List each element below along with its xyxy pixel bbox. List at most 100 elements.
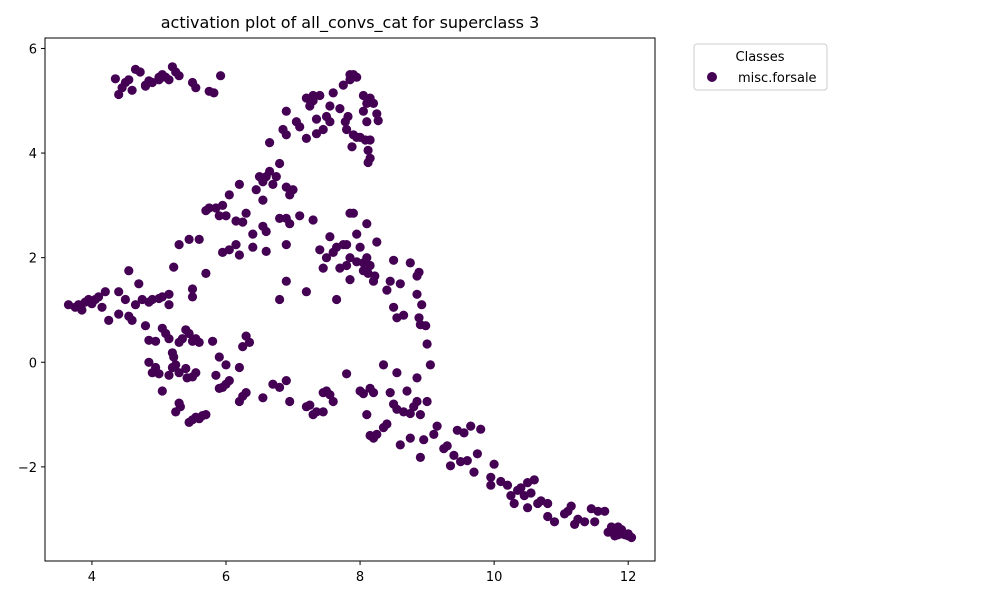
data-point — [248, 229, 258, 239]
data-point — [311, 129, 322, 139]
data-point — [549, 517, 560, 527]
data-point — [342, 124, 352, 135]
data-point — [580, 517, 590, 527]
data-point — [305, 400, 315, 410]
data-point — [523, 503, 533, 513]
x-tick-label: 10 — [486, 570, 503, 585]
data-point — [476, 424, 486, 434]
data-point — [191, 368, 201, 378]
data-point — [365, 260, 375, 271]
data-point — [606, 522, 617, 532]
data-point — [261, 246, 271, 256]
data-point — [177, 334, 187, 344]
data-point — [432, 421, 442, 431]
data-point — [124, 266, 134, 276]
data-point — [486, 472, 496, 482]
data-point — [526, 488, 536, 498]
data-point — [335, 104, 345, 114]
data-point — [234, 250, 244, 260]
y-axis: −2 0 2 4 6 — [18, 42, 45, 476]
data-point — [268, 179, 278, 189]
data-point — [135, 67, 145, 77]
data-point — [462, 456, 472, 466]
data-point — [389, 255, 399, 265]
data-point — [194, 337, 204, 347]
data-point — [368, 98, 379, 108]
data-point — [472, 449, 482, 459]
y-tick-label: −2 — [18, 461, 37, 476]
legend: Classes misc.forsale — [693, 43, 828, 91]
data-point — [211, 370, 221, 380]
data-point — [382, 285, 392, 295]
data-point — [248, 242, 258, 252]
data-point — [275, 294, 285, 305]
data-point — [295, 211, 305, 221]
y-tick-label: 6 — [29, 42, 37, 57]
data-point — [325, 117, 335, 127]
data-point — [543, 498, 553, 509]
data-point — [201, 410, 211, 420]
data-point — [258, 195, 268, 205]
data-point — [194, 234, 204, 244]
data-point — [214, 211, 224, 221]
data-point — [244, 337, 255, 347]
data-point — [318, 407, 328, 417]
data-point — [509, 498, 519, 509]
data-point — [251, 185, 261, 195]
data-point — [412, 373, 422, 383]
data-point — [362, 117, 372, 127]
data-point — [281, 106, 291, 116]
data-point — [363, 157, 373, 168]
data-point — [265, 166, 275, 176]
data-point — [345, 70, 355, 80]
data-point — [425, 360, 435, 370]
data-point — [174, 71, 184, 81]
data-point — [502, 480, 513, 490]
data-point — [275, 158, 285, 169]
data-point — [610, 531, 620, 541]
x-tick-label: 6 — [222, 570, 230, 585]
data-point — [104, 315, 114, 325]
data-point — [224, 245, 234, 255]
data-point — [97, 302, 107, 312]
data-point — [352, 229, 362, 239]
data-point — [231, 240, 241, 250]
data-point — [362, 410, 372, 420]
data-point — [224, 376, 234, 386]
data-point — [275, 382, 285, 392]
data-point — [275, 213, 285, 223]
data-point — [419, 435, 429, 445]
data-point — [281, 130, 291, 140]
x-tick-label: 4 — [88, 570, 96, 585]
x-tick-label: 12 — [620, 570, 637, 585]
data-point — [543, 511, 553, 522]
data-point — [77, 305, 87, 315]
data-point — [506, 491, 516, 501]
data-point — [321, 253, 332, 263]
data-point — [295, 122, 305, 132]
data-point — [347, 142, 357, 152]
data-point — [358, 389, 368, 399]
plot-frame — [44, 37, 656, 562]
data-point — [151, 336, 161, 346]
data-point — [187, 284, 198, 294]
data-point — [405, 433, 415, 443]
data-point — [332, 294, 342, 305]
data-point — [318, 263, 328, 273]
data-point — [318, 124, 328, 135]
data-point — [395, 440, 405, 450]
data-point — [325, 232, 335, 242]
data-point — [345, 253, 355, 263]
data-point — [486, 480, 496, 490]
data-point — [140, 81, 151, 91]
data-point — [358, 106, 368, 116]
data-point — [352, 257, 362, 267]
data-point — [164, 300, 174, 310]
data-point — [338, 80, 348, 90]
data-point — [281, 240, 291, 250]
data-point — [175, 402, 185, 412]
data-point — [238, 217, 248, 227]
data-point — [469, 467, 479, 477]
y-tick-label: 4 — [29, 147, 37, 162]
